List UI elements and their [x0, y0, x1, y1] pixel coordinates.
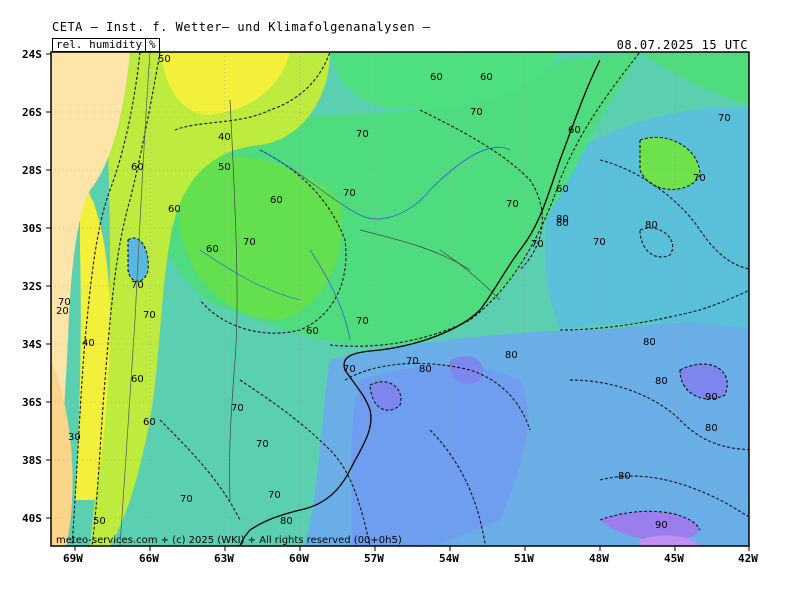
contour-label: 70 [506, 199, 519, 210]
graticule [51, 52, 749, 546]
contour-label: 20 [56, 306, 69, 317]
contour-lines [71, 52, 749, 546]
contour-label: 60 [430, 72, 443, 83]
contour-label: 70 [256, 439, 269, 450]
contour-label: 70 [343, 188, 356, 199]
chart-title: CETA — Inst. f. Wetter— und Klimafolgena… [52, 20, 431, 34]
lat-label: 38S [22, 454, 42, 467]
contour-label: 60 [206, 244, 219, 255]
contour-label: 80 [556, 214, 569, 225]
lat-label: 32S [22, 280, 42, 293]
contour-label: 70 [356, 316, 369, 327]
contour-label: 70 [343, 364, 356, 375]
contour-label: 70 [131, 280, 144, 291]
west-yellow-strip [75, 180, 110, 500]
dry-orange-zone [51, 52, 130, 546]
lat-label: 26S [22, 106, 42, 119]
contour-label: 70 [231, 403, 244, 414]
contour-label: 60 [270, 195, 283, 206]
north-yellow-zone [160, 52, 290, 115]
contour-label: 70 [470, 107, 483, 118]
contour-label: 40 [82, 338, 95, 349]
lon-label: 63W [214, 552, 234, 565]
contour-label: 70 [180, 494, 193, 505]
contour-label: 90 [655, 520, 668, 531]
contour-label: 60 [131, 374, 144, 385]
contour-label: 50 [93, 516, 106, 527]
ne-ocean-green-blob [640, 137, 700, 190]
contour-labels: 50 40 50 60 70 60 70 70 60 70 60 60 70 7… [56, 54, 731, 531]
valid-datetime: 08.07.2025 15 UTC [616, 38, 748, 52]
copyright: meteo-services.com + (c) 2025 (WKI) + Al… [56, 535, 402, 546]
lon-label: 69W [63, 552, 83, 565]
contour-label: 70 [268, 490, 281, 501]
contour-label: 60 [306, 326, 319, 337]
violet-patch-3 [680, 364, 728, 399]
contour-label: 80 [655, 376, 668, 387]
contour-label: 70 [718, 113, 731, 124]
contour-label: 50 [158, 54, 171, 65]
axis-ticks [46, 53, 750, 551]
contour-label: 60 [143, 417, 156, 428]
contour-label: 80 [556, 218, 569, 229]
lon-label: 48W [589, 552, 609, 565]
contour-label: 80 [280, 516, 293, 527]
contour-label: 70 [693, 173, 706, 184]
yellow-green-zone [90, 52, 330, 546]
lon-label: 51W [514, 552, 534, 565]
lat-label: 28S [22, 164, 42, 177]
lat-label: 36S [22, 396, 42, 409]
bright-green-zone [180, 156, 342, 320]
contour-label: 80 [505, 350, 518, 361]
lat-label: 40S [22, 512, 42, 525]
contour-label: 80 [643, 337, 656, 348]
lon-label: 54W [439, 552, 459, 565]
contour-label: 70 [58, 297, 71, 308]
lat-label: 34S [22, 338, 42, 351]
humidity-field: 50 40 50 60 70 60 70 70 60 70 60 60 70 7… [51, 52, 749, 546]
contour-label: 30 [68, 432, 81, 443]
contour-label: 70 [243, 237, 256, 248]
violet-patch-1 [370, 381, 401, 411]
contour-label: 50 [218, 162, 231, 173]
longitude-labels: 69W 66W 63W 60W 57W 54W 51W 48W 45W 42W [63, 552, 758, 565]
map-frame [50, 51, 750, 547]
lon-label: 60W [289, 552, 309, 565]
lon-label: 57W [364, 552, 384, 565]
contour-label: 60 [556, 184, 569, 195]
lat-label: 24S [22, 48, 42, 61]
lat-label: 30S [22, 222, 42, 235]
contour-label: 40 [218, 132, 231, 143]
contour-label: 70 [143, 310, 156, 321]
coastal-blue-zone [350, 365, 529, 546]
contour-label: 60 [131, 162, 144, 173]
latitude-labels: 24S 26S 28S 30S 32S 34S 36S 38S 40S [22, 48, 42, 525]
contour-label: 80 [645, 220, 658, 231]
contour-label: 70 [531, 239, 544, 250]
violet-patch-2 [449, 356, 483, 384]
pink-patch [640, 535, 700, 546]
contour-label: 60 [480, 72, 493, 83]
geography-lines [119, 52, 601, 546]
contour-label: 80 [618, 471, 631, 482]
dry-orange-south [51, 360, 73, 546]
contour-label: 70 [593, 237, 606, 248]
north-green-zone [330, 52, 560, 111]
contour-label: 70 [406, 356, 419, 367]
contour-label: 60 [168, 204, 181, 215]
lon-label: 66W [139, 552, 159, 565]
ne-green-zone [640, 52, 749, 106]
contour-label: 60 [568, 125, 581, 136]
contour-label: 80 [705, 423, 718, 434]
contour-label: 80 [419, 364, 432, 375]
lon-label: 45W [664, 552, 684, 565]
contour-label: 70 [356, 129, 369, 140]
violet-patch-4 [600, 511, 700, 541]
east-ocean-zone [545, 107, 749, 330]
lon-label: 42W [738, 552, 758, 565]
contour-label: 90 [705, 392, 718, 403]
